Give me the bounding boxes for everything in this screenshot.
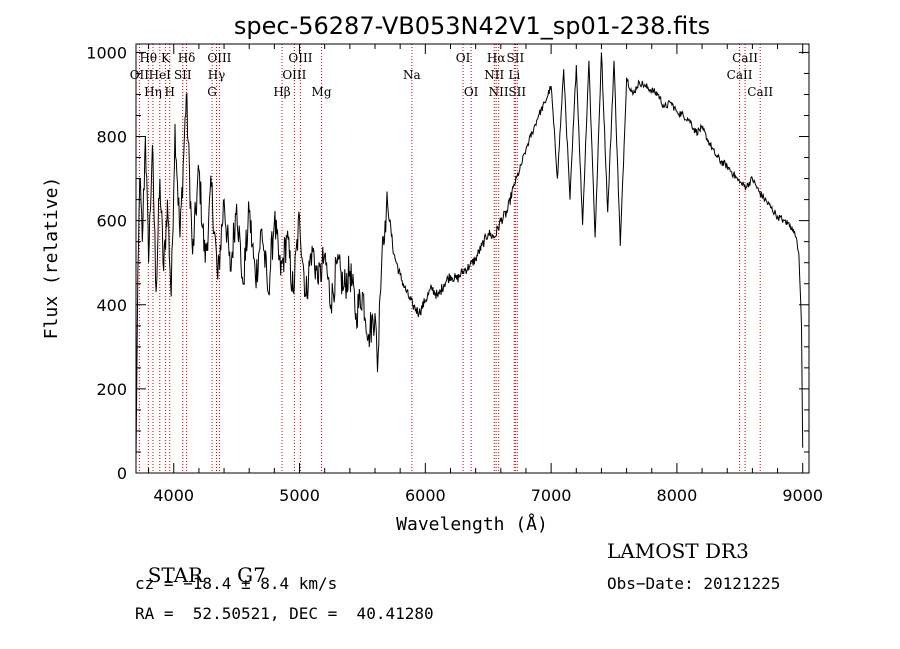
line-label-16: OI <box>456 51 471 65</box>
line-label-5: H <box>164 85 174 99</box>
line-label-7: Hδ <box>178 51 196 65</box>
obs-date-label: Obs−Date: 20121225 <box>607 574 781 593</box>
line-label-15: Na <box>403 68 421 82</box>
line-label-8: G <box>207 85 217 99</box>
line-label-26: CaII <box>747 85 773 99</box>
line-label-25: CaII <box>732 51 758 65</box>
survey-label: LAMOST DR3 <box>607 539 749 563</box>
plot-frame <box>135 43 810 474</box>
x-tick-label-3: 7000 <box>531 486 572 505</box>
line-label-2: Hη <box>144 85 162 99</box>
chart-title: spec-56287-VB053N42V1_sp01-238.fits <box>234 12 710 40</box>
line-label-1: Hθ <box>139 51 157 65</box>
x-axis-label: Wavelength (Å) <box>396 513 548 535</box>
line-label-20: NII <box>489 85 509 99</box>
x-tick-label-2: 6000 <box>405 486 446 505</box>
coordinates-label: RA = 52.50521, DEC = 40.41280 <box>135 604 434 623</box>
line-label-19: Hα <box>487 51 506 65</box>
y-tick-label-0: 0 <box>117 464 127 483</box>
line-label-24: CaII <box>727 68 753 82</box>
line-label-3: HeI <box>149 68 172 82</box>
line-label-14: Mg <box>312 85 332 99</box>
x-tick-label-0: 4000 <box>153 486 194 505</box>
line-label-22: SII <box>507 51 525 65</box>
line-label-11: Hβ <box>273 85 290 99</box>
line-label-9: Hγ <box>208 68 226 82</box>
line-label-12: OIII <box>282 68 306 82</box>
subclass-label: G7 <box>237 563 266 587</box>
redshift-label: cz = −18.4 ± 8.4 km/s <box>135 574 338 593</box>
spectral-line-labels: OIIHθHηHeIKHSIIHδGHγOIIIHβOIIIOIIIMgNaOI… <box>130 51 774 99</box>
spectral-line-markers <box>138 44 761 473</box>
y-axis-label: Flux (relative) <box>41 177 62 340</box>
object-class: STAR G7 <box>135 539 266 587</box>
x-tick-label-4: 8000 <box>657 486 698 505</box>
class-label: STAR <box>147 563 204 587</box>
y-tick-label-4: 800 <box>96 128 127 147</box>
y-tick-label-3: 600 <box>96 212 127 231</box>
line-label-6: SII <box>174 68 192 82</box>
line-label-17: OI <box>464 85 479 99</box>
line-label-21: Li <box>508 68 520 82</box>
line-label-0: OII <box>130 68 150 82</box>
y-tick-label-1: 200 <box>96 380 127 399</box>
line-label-4: K <box>161 51 171 65</box>
line-label-10: OIII <box>207 51 231 65</box>
axis-ticks: 4000 5000 6000 7000 8000 9000 0 200 400 600 800 100… <box>86 43 823 505</box>
spectrum-series <box>135 52 804 461</box>
y-tick-label-2: 400 <box>96 296 127 315</box>
line-label-13: OIII <box>288 51 312 65</box>
x-tick-label-1: 5000 <box>279 486 320 505</box>
line-label-23: SII <box>508 85 526 99</box>
line-label-18: NII <box>484 68 504 82</box>
x-tick-label-5: 9000 <box>782 486 823 505</box>
y-tick-label-5: 1000 <box>86 43 127 62</box>
